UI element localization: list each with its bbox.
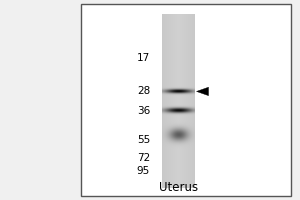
Text: Uterus: Uterus bbox=[159, 181, 198, 194]
Text: 28: 28 bbox=[137, 86, 150, 96]
Text: 36: 36 bbox=[137, 106, 150, 116]
FancyBboxPatch shape bbox=[81, 4, 291, 196]
Text: 55: 55 bbox=[137, 135, 150, 145]
Text: 95: 95 bbox=[137, 166, 150, 176]
Text: 72: 72 bbox=[137, 153, 150, 163]
Text: 17: 17 bbox=[137, 53, 150, 63]
Polygon shape bbox=[196, 87, 208, 96]
